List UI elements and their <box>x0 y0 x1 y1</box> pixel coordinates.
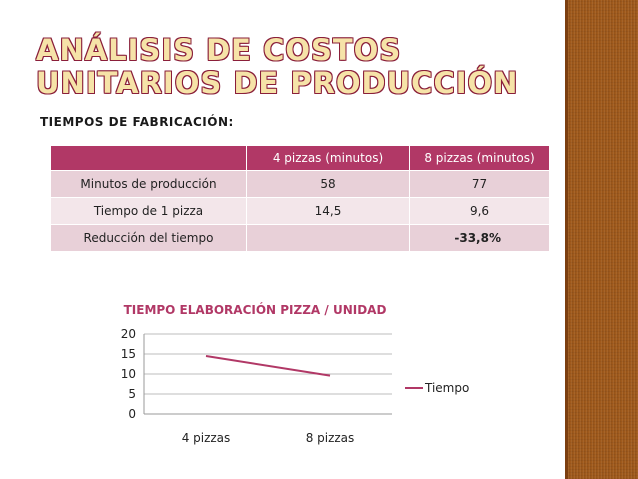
decorative-sidebar <box>565 0 638 479</box>
table-row: Reducción del tiempo -33,8% <box>50 224 550 252</box>
table-header-4-pizzas: 4 pizzas (minutos) <box>246 145 410 171</box>
table-cell: 77 <box>409 170 550 198</box>
table-cell: 9,6 <box>409 197 550 225</box>
y-tick-label: 0 <box>128 407 136 421</box>
legend-label: Tiempo <box>424 381 469 395</box>
table-header-empty <box>50 145 247 171</box>
chart-grid <box>143 333 392 415</box>
row-label: Reducción del tiempo <box>50 224 247 252</box>
chart-x-ticks: 4 pizzas 8 pizzas <box>182 431 355 445</box>
slide-title: ANÁLISIS DE COSTOS UNITARIOS DE PRODUCCI… <box>36 33 519 100</box>
table-cell: 14,5 <box>246 197 410 225</box>
y-tick-label: 15 <box>121 347 136 361</box>
chart-legend: Tiempo <box>405 381 469 395</box>
x-tick-label: 4 pizzas <box>182 431 231 445</box>
row-label: Minutos de producción <box>50 170 247 198</box>
chart-title: TIEMPO ELABORACIÓN PIZZA / UNIDAD <box>124 302 387 317</box>
y-tick-label: 10 <box>121 367 136 381</box>
x-tick-label: 8 pizzas <box>306 431 355 445</box>
table-header-8-pizzas: 8 pizzas (minutos) <box>409 145 550 171</box>
table-cell <box>246 224 410 252</box>
row-label: Tiempo de 1 pizza <box>50 197 247 225</box>
chart-y-ticks: 0 5 10 15 20 <box>121 327 136 421</box>
table-cell: 58 <box>246 170 410 198</box>
time-per-pizza-chart: TIEMPO ELABORACIÓN PIZZA / UNIDAD 0 5 10 15… <box>121 302 470 445</box>
chart-series <box>205 355 331 377</box>
production-times-table: 4 pizzas (minutos) 8 pizzas (minutos) Mi… <box>50 145 550 252</box>
section-subtitle: TIEMPOS DE FABRICACIÓN: <box>40 115 234 129</box>
table-cell-reduction: -33,8% <box>409 224 550 252</box>
y-tick-label: 5 <box>128 387 136 401</box>
table-row: Minutos de producción 58 77 <box>50 170 550 198</box>
table-header-row: 4 pizzas (minutos) 8 pizzas (minutos) <box>50 145 550 171</box>
table-row: Tiempo de 1 pizza 14,5 9,6 <box>50 197 550 225</box>
series-line-tiempo <box>205 355 331 377</box>
y-tick-label: 20 <box>121 327 136 341</box>
